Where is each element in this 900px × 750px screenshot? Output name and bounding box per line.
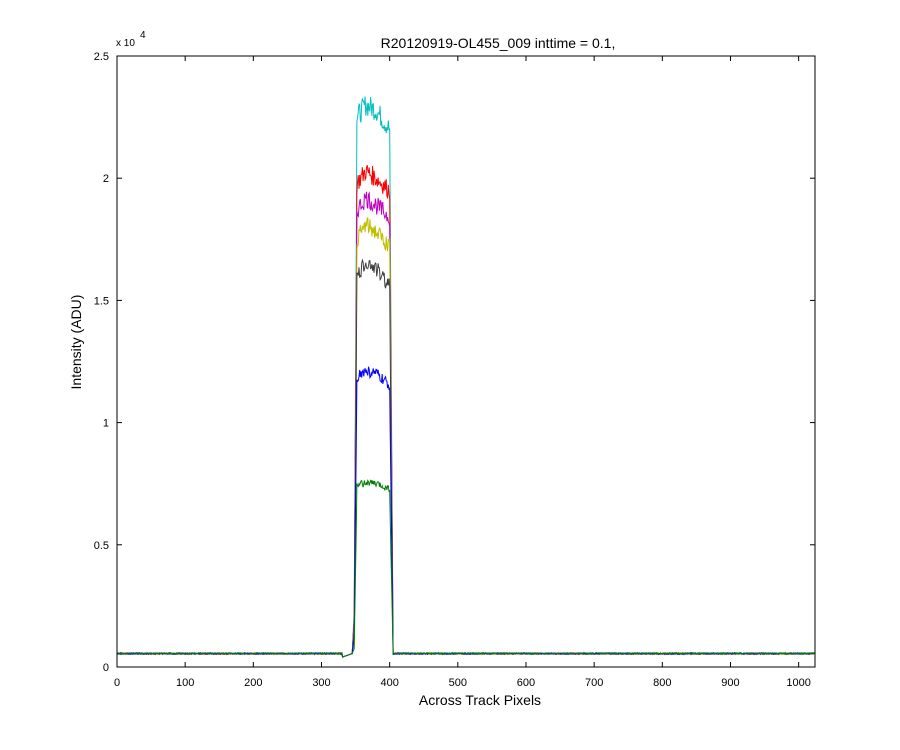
x-axis-label: Across Track Pixels — [419, 692, 541, 708]
tick-layer: 0 100 200 300 400 500 600 700 800 900 1000 0 0.5 1 1.5… — [94, 51, 815, 689]
y-axis-label: Intensity (ADU) — [68, 295, 84, 390]
x-tick-label: 900 — [721, 677, 739, 689]
x-tick-label: 100 — [176, 677, 194, 689]
x-tick-label: 0 — [114, 677, 120, 689]
x-tick-label: 400 — [380, 677, 398, 689]
series-line-2 — [116, 191, 816, 658]
y-tick-label: 2 — [103, 173, 109, 185]
x-tick-label: 200 — [244, 677, 262, 689]
chart-title: R20120919-OL455_009 inttime = 0.1, — [381, 35, 616, 51]
series-line-5 — [116, 366, 816, 658]
y-tick-label: 2.5 — [94, 51, 109, 63]
y-multiplier-exponent: 4 — [140, 30, 146, 41]
y-tick-label: 1 — [103, 418, 109, 430]
x-tick-label: 600 — [517, 677, 535, 689]
series-line-4 — [116, 258, 815, 658]
series-layer — [116, 96, 816, 658]
y-tick-label: 0.5 — [94, 540, 109, 552]
y-multiplier-label: x 10 — [116, 38, 135, 49]
series-line-1 — [116, 164, 816, 658]
series-line-3 — [116, 217, 816, 658]
y-tick-label: 0 — [103, 662, 109, 674]
y-tick-label: 1.5 — [94, 295, 109, 307]
axes-box — [116, 55, 816, 668]
x-tick-label: 300 — [312, 677, 330, 689]
x-tick-label: 1000 — [786, 677, 810, 689]
x-tick-label: 800 — [653, 677, 671, 689]
x-tick-label: 500 — [449, 677, 467, 689]
series-line-0 — [116, 96, 816, 658]
series-line-6 — [116, 479, 816, 658]
x-tick-label: 700 — [585, 677, 603, 689]
